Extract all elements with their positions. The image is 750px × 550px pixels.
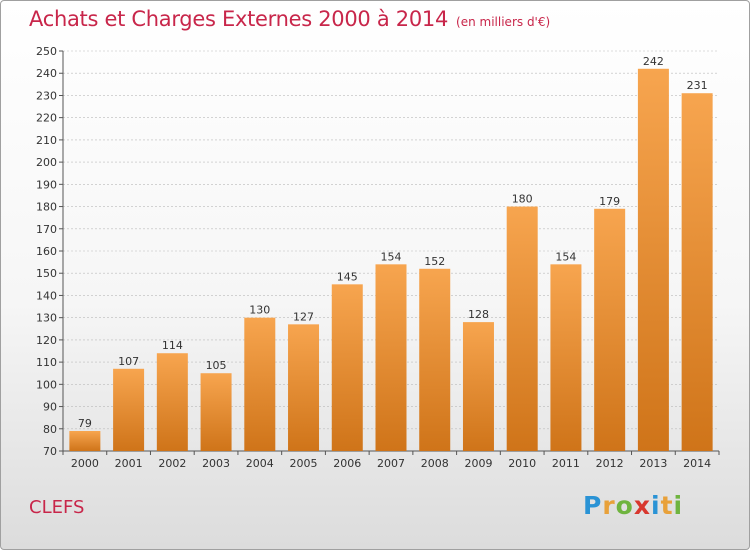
data-label: 242 [643,55,664,68]
x-tick-label: 2007 [377,457,405,470]
x-tick-label: 2004 [246,457,274,470]
logo-letter: t [660,491,674,520]
bar-2004 [244,317,276,451]
logo-letter: o [615,491,634,520]
data-label: 145 [337,270,358,283]
data-label: 127 [293,310,314,323]
x-tick-label: 2006 [333,457,361,470]
y-tick-label: 170 [36,223,57,236]
y-tick-label: 80 [43,423,57,436]
bar-2001 [113,368,145,451]
bar-2007 [375,264,407,451]
y-tick-label: 240 [36,67,57,80]
y-tick-label: 140 [36,289,57,302]
data-labels: 79 107 114 105 130 127 145 154 152 128 180 154 179 24… [78,55,708,430]
data-label: 79 [78,417,92,430]
x-tick-label: 2012 [596,457,624,470]
x-tick-label: 2002 [158,457,186,470]
x-tick-label: 2000 [71,457,99,470]
logo-letter: x [633,491,651,520]
y-tick-label: 100 [36,378,57,391]
data-label: 130 [249,304,270,317]
proxiti-logo: Proxiti [583,491,683,520]
x-tick-label: 2011 [552,457,580,470]
bar-2009 [462,322,494,451]
chart-title: Achats et Charges Externes 2000 à 2014 (e… [29,7,550,31]
logo-letter: i [673,491,684,520]
bar-2005 [288,324,320,451]
y-tick-label: 150 [36,267,57,280]
x-tick-label: 2010 [508,457,536,470]
data-label: 154 [555,250,576,263]
logo-letter: i [651,491,661,520]
data-label: 180 [512,193,533,206]
x-tick-label: 2005 [290,457,318,470]
y-tick-label: 120 [36,334,57,347]
bar-2014 [681,93,713,451]
y-tick-label: 70 [43,445,57,458]
y-tick-label: 250 [36,45,57,58]
bar-2000 [69,431,101,451]
bar-2012 [594,208,626,451]
y-tick-label: 190 [36,178,57,191]
y-tick-label: 130 [36,312,57,325]
bar-2006 [331,284,363,451]
bar-2010 [506,206,538,451]
data-label: 105 [206,359,227,372]
logo-letter: r [602,491,616,520]
y-tick-label: 110 [36,356,57,369]
chart-subtitle: (en milliers d'€) [456,15,551,29]
bar-2002 [156,353,188,451]
data-label: 154 [381,250,402,263]
bar-2011 [550,264,582,451]
data-label: 152 [424,255,445,268]
y-tick-label: 180 [36,201,57,214]
logo-letter: P [583,491,603,520]
x-tick-label: 2009 [464,457,492,470]
bars [69,68,713,452]
y-tick-label: 220 [36,112,57,125]
town-name: CLEFS [29,497,85,518]
x-tick-label: 2003 [202,457,230,470]
y-tick-label: 90 [43,401,57,414]
y-tick-label: 230 [36,89,57,102]
x-tick-label: 2008 [421,457,449,470]
data-label: 114 [162,339,183,352]
data-label: 231 [687,79,708,92]
y-tick-label: 160 [36,245,57,258]
data-label: 128 [468,308,489,321]
axes: 7080901001101201301401501601701801902002… [36,45,720,470]
bar-2013 [637,68,669,452]
x-tick-label: 2014 [683,457,711,470]
x-tick-label: 2013 [639,457,667,470]
data-label: 179 [599,195,620,208]
bar-2008 [419,268,451,451]
data-label: 107 [118,355,139,368]
x-tick-label: 2001 [115,457,143,470]
title-text: Achats et Charges Externes 2000 à 2014 [29,7,449,31]
y-tick-label: 200 [36,156,57,169]
bar-2003 [200,373,232,451]
y-tick-label: 210 [36,134,57,147]
